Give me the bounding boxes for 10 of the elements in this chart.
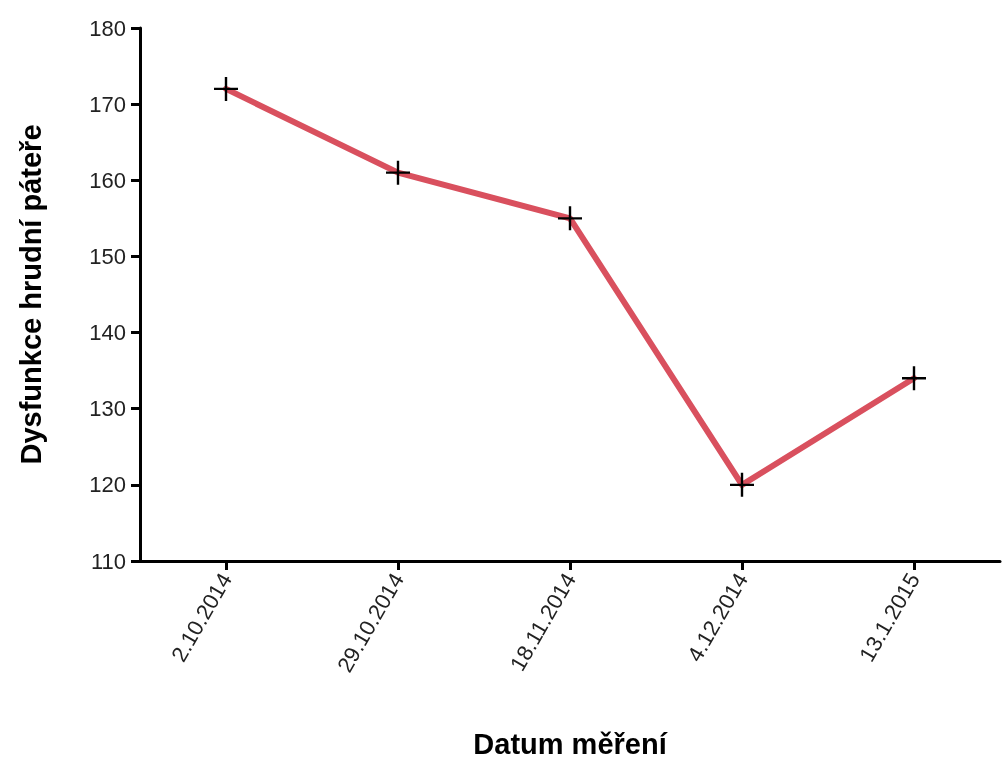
y-axis-title: Dysfunkce hrudní páteře [14,124,47,465]
y-tick-label: 140 [89,320,126,346]
y-tick-label: 160 [89,167,126,193]
y-tick-label: 150 [89,243,126,269]
y-tick-label: 130 [89,396,126,422]
y-tick-label: 120 [89,472,126,498]
x-axis-title: Datum měření [473,727,668,760]
y-tick-label: 180 [89,15,126,41]
y-tick-label: 170 [89,91,126,117]
y-tick-label: 110 [90,548,126,574]
